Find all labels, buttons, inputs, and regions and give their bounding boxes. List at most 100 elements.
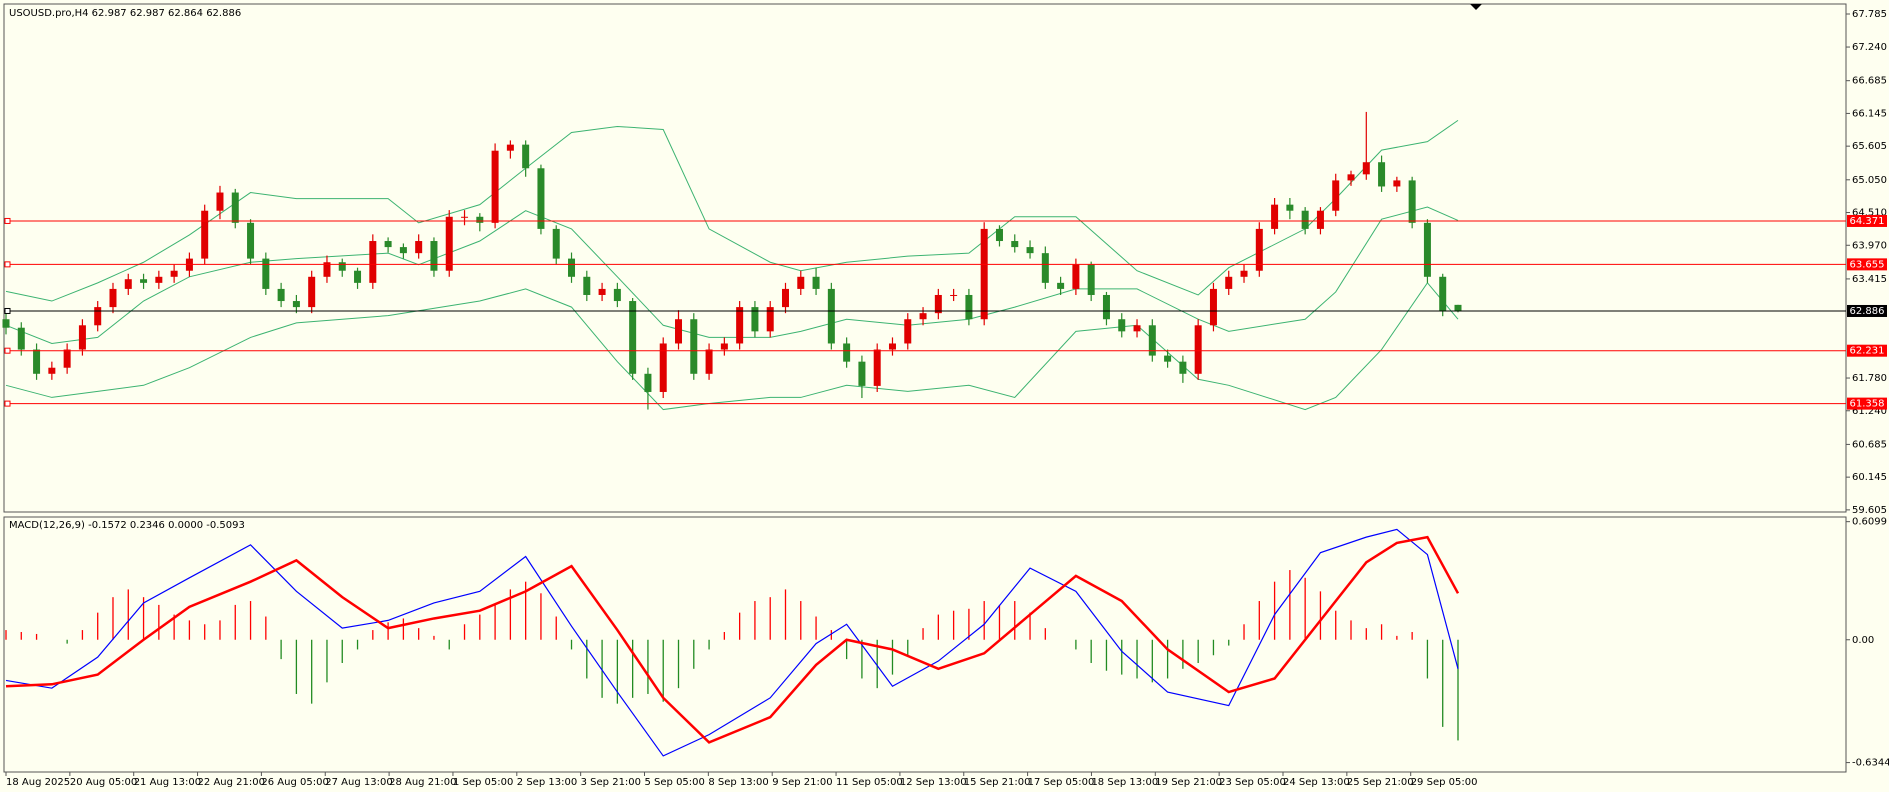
candle-body (1332, 180, 1340, 211)
candle-body (552, 228, 560, 259)
x-tick-label: 28 Aug 21:00 (389, 777, 456, 788)
candle-body (1057, 282, 1065, 289)
candle-body (675, 319, 683, 344)
candle-body (461, 216, 469, 218)
level-label-bg (1847, 397, 1887, 410)
macd-line (5, 528, 1459, 757)
candle-body (690, 319, 698, 374)
candle-body (613, 288, 621, 302)
x-tick-label: 19 Sep 21:00 (1155, 777, 1222, 788)
x-tick-label: 8 Sep 13:00 (708, 777, 768, 788)
level-handle (4, 261, 11, 268)
candle-body (140, 279, 148, 283)
y-tick-label: 65.605 (1852, 141, 1887, 152)
candle-body (430, 241, 438, 271)
symbol-header: USOUSD.pro,H4 62.987 62.987 62.864 62.88… (9, 8, 241, 19)
candle-body (751, 307, 759, 332)
candle-body (1209, 288, 1217, 326)
y-tick-label: 67.240 (1852, 42, 1887, 53)
candle-body (1255, 228, 1263, 271)
candle-body (919, 313, 927, 320)
candle-body (1118, 319, 1126, 332)
x-tick-label: 17 Sep 05:00 (1028, 777, 1095, 788)
candle-body (1454, 304, 1462, 311)
candle-body (583, 276, 591, 295)
macd-header: MACD(12,26,9) -0.1572 0.2346 0.0000 -0.5… (9, 520, 245, 531)
y-tick-label: 65.050 (1852, 175, 1887, 186)
candle-body (48, 367, 56, 374)
y-tick-label: 61.780 (1852, 373, 1887, 384)
candle-body (2, 319, 10, 328)
x-tick-label: 5 Sep 05:00 (645, 777, 705, 788)
candle-body (384, 241, 392, 248)
x-tick-label: 27 Aug 13:00 (325, 777, 392, 788)
y-tick-label: 67.785 (1852, 9, 1887, 20)
candle-body (369, 241, 377, 283)
candle-body (1041, 253, 1049, 283)
candle-body (736, 307, 744, 344)
y-tick-label: 0.00 (1852, 635, 1874, 646)
x-tick-label: 18 Aug 2025 (6, 777, 70, 788)
candle-body (338, 262, 346, 271)
candle-body (568, 258, 576, 277)
candle-body (1286, 204, 1294, 211)
level-label: 62.886 (1850, 306, 1885, 317)
x-tick-label: 25 Sep 21:00 (1347, 777, 1414, 788)
bollinger-upper (5, 119, 1459, 302)
candle-body (78, 325, 86, 350)
y-tick-label: 60.145 (1852, 472, 1887, 483)
candle-body (1439, 276, 1447, 311)
candle-body (766, 307, 774, 332)
candle-body (323, 262, 331, 277)
x-tick-label: 15 Sep 21:00 (964, 777, 1031, 788)
candle-body (827, 288, 835, 344)
candle-body (537, 168, 545, 229)
candle-body (1011, 241, 1019, 248)
candle-body (445, 216, 453, 271)
candle-body (843, 343, 851, 362)
x-tick-label: 26 Aug 05:00 (261, 777, 328, 788)
level-label: 63.655 (1850, 259, 1885, 270)
level-handle (4, 217, 11, 224)
candle-body (1026, 247, 1034, 254)
candle-body (950, 294, 958, 296)
candle-body (231, 192, 239, 223)
candle-body (1102, 294, 1110, 320)
candle-body (1164, 355, 1172, 362)
candle-body (292, 301, 300, 308)
candle-body (888, 343, 896, 350)
x-tick-label: 21 Aug 13:00 (134, 777, 201, 788)
candle-body (124, 279, 132, 289)
candle-body (812, 276, 820, 289)
candle-body (262, 258, 270, 289)
candle-body (904, 319, 912, 344)
candle-body (17, 327, 25, 350)
candle-body (720, 343, 728, 350)
signal-line (5, 535, 1460, 744)
candle-body (965, 294, 973, 320)
candle-body (1423, 222, 1431, 277)
level-label-bg (1847, 258, 1887, 271)
candle-body (1225, 276, 1233, 289)
y-tick-label: 63.415 (1852, 274, 1887, 285)
level-handle (4, 347, 11, 354)
candle-body (109, 288, 117, 308)
candle-body (659, 343, 667, 392)
candle-body (33, 349, 41, 374)
macd-panel (3, 516, 1847, 773)
candle-body (170, 270, 178, 277)
candle-body (858, 361, 866, 386)
candle-body (1194, 325, 1202, 374)
x-tick-label: 3 Sep 21:00 (581, 777, 641, 788)
candle-body (155, 276, 163, 283)
x-tick-label: 1 Sep 05:00 (453, 777, 513, 788)
x-tick-label: 11 Sep 05:00 (836, 777, 903, 788)
candle-body (1362, 162, 1370, 175)
candle-body (1240, 270, 1248, 277)
candle-body (598, 288, 606, 295)
candle-body (797, 276, 805, 289)
candle-body (1179, 361, 1187, 374)
candle-body (399, 247, 407, 254)
